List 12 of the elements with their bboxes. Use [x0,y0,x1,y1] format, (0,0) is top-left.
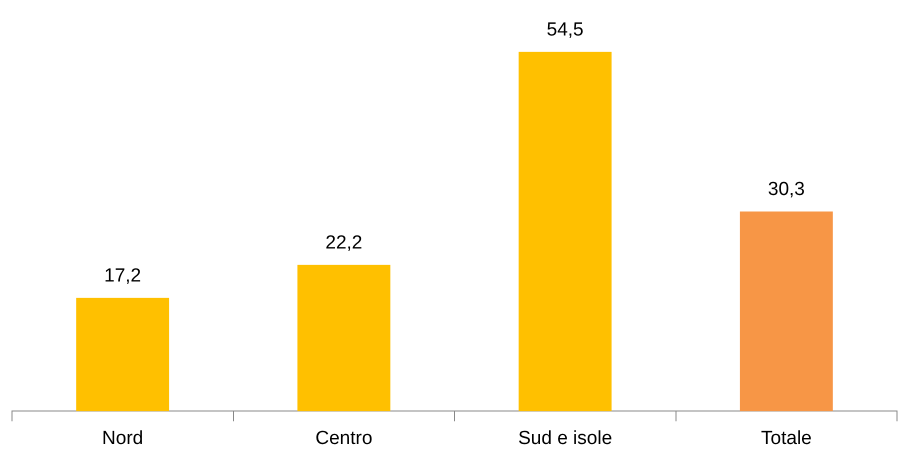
x-tick-label: Sud e isole [518,428,612,449]
x-tick-label: Centro [315,428,372,449]
data-label: 22,2 [325,232,362,254]
bar [518,52,612,412]
data-label: 17,2 [104,266,142,287]
bar [76,298,170,412]
x-tick-label: Nord [102,428,144,449]
data-label: 54,5 [546,20,584,41]
data-label: 30,3 [768,179,805,200]
bar [740,211,833,412]
x-tick-label: Totale [761,428,812,449]
bar [297,264,390,412]
